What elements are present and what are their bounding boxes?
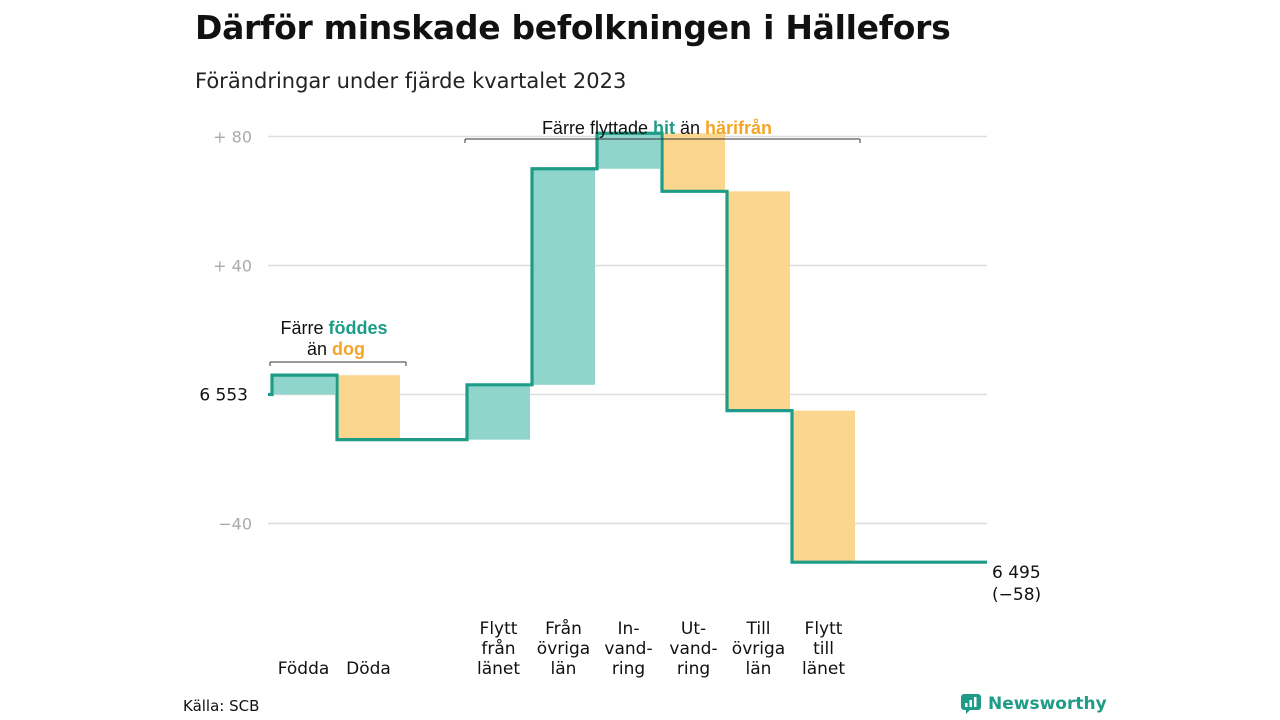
waterfall-bar — [792, 410, 855, 563]
x-category-label: ring — [612, 659, 645, 679]
y-tick-label: + 40 — [213, 257, 252, 276]
x-category-label: länet — [477, 659, 520, 679]
x-category-label: från — [481, 638, 515, 659]
x-category-label: Födda — [278, 659, 330, 679]
x-category-label: län — [551, 659, 577, 679]
waterfall-bar — [337, 375, 400, 440]
x-category-label: övriga — [537, 639, 590, 659]
waterfall-bar — [272, 375, 335, 395]
end-value-label: 6 495 — [992, 563, 1041, 583]
waterfall-bar — [727, 191, 790, 411]
x-category-label: In- — [618, 619, 640, 639]
waterfall-bar — [662, 133, 725, 192]
annotation-migration: Färre flyttade hit än härifrån — [542, 118, 772, 138]
start-value-label: 6 553 — [199, 386, 248, 406]
source-note: Källa: SCB — [183, 697, 260, 715]
x-category-label: Döda — [346, 659, 391, 679]
y-tick-label: + 80 — [213, 128, 252, 147]
x-category-label: vand- — [669, 639, 717, 659]
y-tick-label: −40 — [218, 515, 252, 534]
waterfall-bar — [532, 168, 595, 385]
x-category-label: Från — [545, 618, 582, 639]
chart-title: Därför minskade befolkningen i Hällefors — [195, 8, 951, 47]
waterfall-bar — [467, 384, 530, 440]
newsworthy-logo: Newsworthy — [960, 693, 1107, 715]
x-category-label: länet — [802, 659, 845, 679]
newsworthy-logo-text: Newsworthy — [988, 694, 1107, 714]
annotation-births-deaths: Färre föddes — [280, 318, 387, 338]
x-category-label: ring — [677, 659, 710, 679]
annotation-births-deaths-line2: än dog — [307, 339, 365, 359]
newsworthy-logo-icon — [961, 694, 981, 714]
x-category-label: Flytt — [480, 619, 518, 639]
x-category-label: till — [813, 639, 834, 659]
chart-subtitle: Förändringar under fjärde kvartalet 2023 — [195, 69, 627, 93]
x-category-label: Till — [745, 619, 770, 639]
cumulative-step-line — [268, 131, 987, 564]
x-category-label: Ut- — [681, 619, 706, 639]
x-category-label: vand- — [604, 639, 652, 659]
x-category-label: län — [746, 659, 772, 679]
end-value-label: (−58) — [992, 585, 1041, 605]
x-category-label: Flytt — [805, 619, 843, 639]
x-category-label: övriga — [732, 639, 785, 659]
